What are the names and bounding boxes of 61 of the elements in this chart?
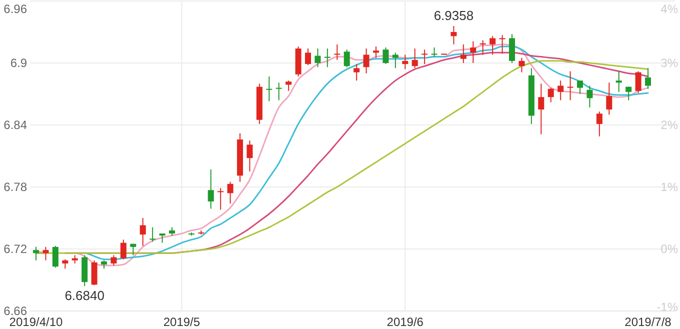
candlestick — [431, 47, 438, 58]
candlestick — [286, 80, 292, 92]
candlestick — [450, 26, 457, 45]
candlestick — [62, 258, 68, 270]
candlestick — [33, 246, 39, 261]
x-tick-label: 2019/6 — [386, 315, 424, 329]
candlestick — [558, 80, 564, 101]
candlestick — [208, 168, 214, 210]
candlestick — [227, 181, 234, 204]
candlestick — [150, 226, 156, 242]
candlestick — [382, 47, 389, 65]
candlestick — [402, 54, 408, 70]
candlestick — [412, 48, 418, 69]
annotation: 6.9358 — [434, 8, 474, 24]
candlestick — [354, 64, 360, 82]
candlestick — [344, 49, 350, 68]
candlestick — [645, 68, 651, 90]
candlestick — [635, 70, 642, 94]
candlestick — [218, 188, 224, 210]
candlestick — [52, 245, 58, 268]
candlestick — [363, 48, 370, 74]
candlestick — [626, 86, 632, 101]
candlestick — [392, 52, 398, 69]
y-tick-label: 6.9 — [10, 56, 28, 70]
candlestick — [42, 246, 49, 261]
candlestick — [266, 76, 272, 102]
candlestick — [159, 233, 166, 244]
y-tick-label: 6.72 — [4, 242, 28, 256]
x-tick-label: 2019/7/8 — [624, 315, 672, 329]
candlestick — [499, 34, 506, 54]
candlestick — [110, 254, 117, 266]
candlestick — [91, 260, 98, 286]
candlestick — [586, 85, 593, 108]
candlestick — [509, 34, 515, 64]
y-tick-label: 6.84 — [4, 118, 28, 132]
candlestick — [246, 140, 253, 172]
x-tick-label: 2019/5 — [163, 315, 200, 329]
candlestick — [460, 44, 466, 64]
candlestick — [518, 57, 525, 73]
candlestick — [538, 83, 544, 135]
candlestick — [373, 46, 379, 58]
candlestick — [567, 70, 574, 101]
candlestick — [305, 48, 311, 66]
annotation: 6.6840 — [64, 288, 104, 304]
candlestick — [480, 40, 486, 56]
candlestick — [140, 218, 146, 246]
candlestick — [596, 111, 602, 137]
candlestick — [616, 70, 622, 92]
candlestick — [470, 40, 476, 64]
candlestick — [577, 80, 583, 94]
candlestick — [334, 44, 340, 60]
candlestick — [548, 87, 554, 103]
y-tick-label: 6.78 — [4, 180, 28, 194]
y-tick-label: 6.96 — [4, 2, 28, 16]
candlestick — [314, 48, 321, 68]
candlestick — [120, 239, 126, 260]
candlestick — [324, 48, 330, 68]
candlestick — [606, 82, 612, 116]
candlestick — [422, 49, 428, 65]
candlestick — [276, 82, 282, 101]
candlestick — [490, 36, 496, 56]
